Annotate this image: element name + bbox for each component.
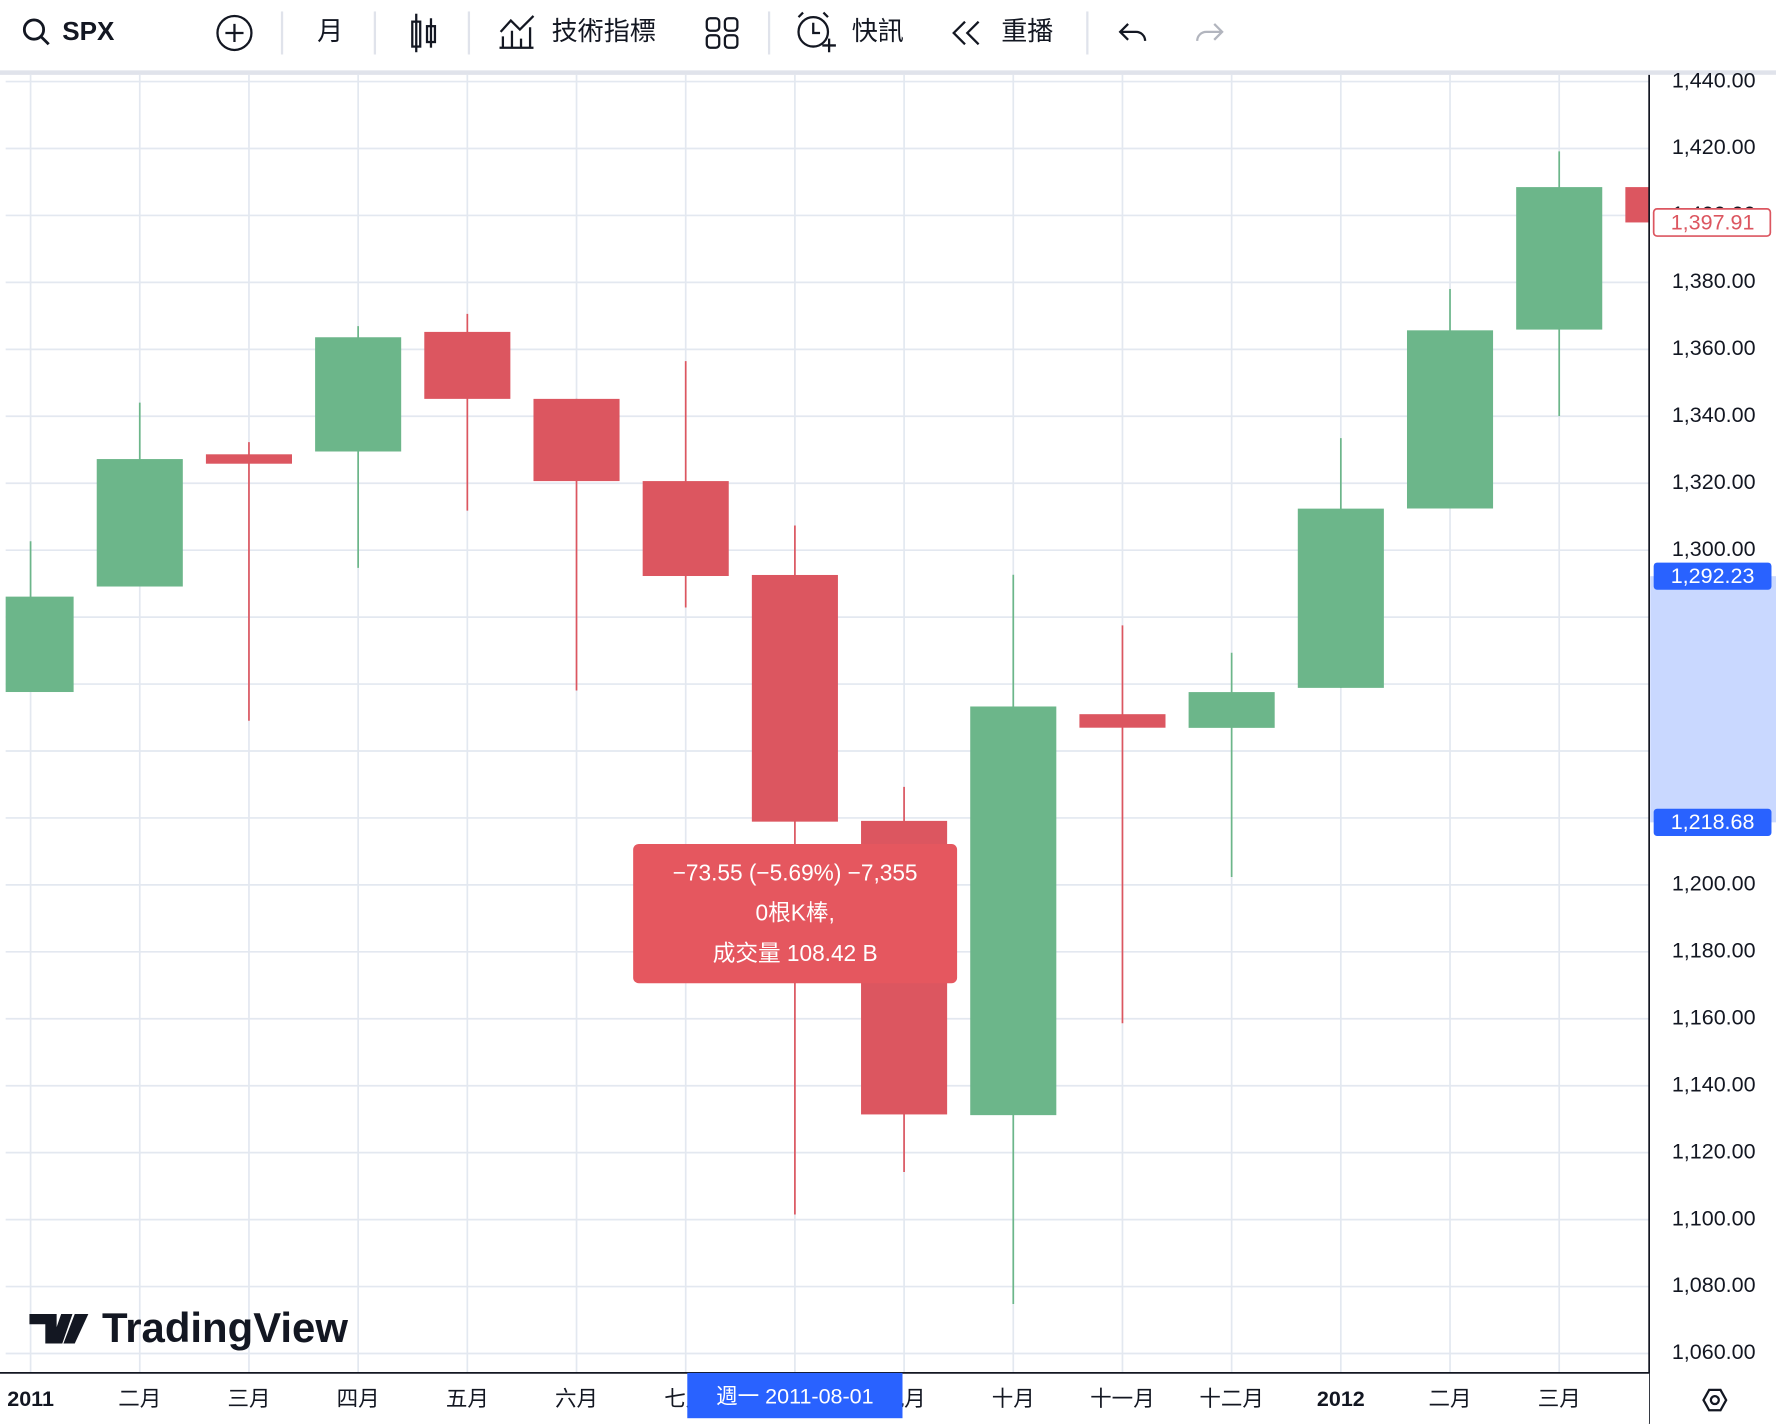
candle-body xyxy=(5,596,74,693)
x-tick-label: 三月 xyxy=(1538,1387,1581,1411)
x-tick-label: 十月 xyxy=(992,1387,1035,1411)
y-tick-label: 1,100.00 xyxy=(1672,1206,1756,1230)
watermark: TradingView xyxy=(29,1304,348,1351)
x-tick-label: 2012 xyxy=(1317,1387,1365,1411)
candle-body xyxy=(1297,508,1384,688)
add-symbol[interactable] xyxy=(216,14,253,52)
candle-body xyxy=(315,337,402,452)
y-tick-label: 1,380.00 xyxy=(1672,269,1756,293)
undo-button[interactable] xyxy=(1118,23,1147,42)
y-tick-label: 1,080.00 xyxy=(1672,1273,1756,1297)
candle-body xyxy=(1516,187,1603,330)
candle-body xyxy=(96,459,183,587)
range-label-bg xyxy=(1653,562,1772,590)
candle-body xyxy=(751,574,838,822)
last-price-bg xyxy=(1652,208,1772,237)
layouts-button[interactable] xyxy=(705,17,739,49)
replay-button[interactable]: 重播 xyxy=(952,16,1054,46)
y-tick-label: 1,320.00 xyxy=(1672,470,1756,494)
x-tick-label: 二月 xyxy=(118,1387,161,1411)
y-tick-label: 1,160.00 xyxy=(1672,1005,1756,1029)
x-tick-label: 三月 xyxy=(227,1387,270,1411)
settings-button[interactable] xyxy=(1702,1388,1728,1412)
x-tick-label: 十一月 xyxy=(1090,1387,1155,1411)
redo-button[interactable] xyxy=(1196,23,1224,42)
indicators-button[interactable]: 技術指標 xyxy=(499,15,656,49)
x-tick-label: 二月 xyxy=(1429,1387,1472,1411)
watermark-text: TradingView xyxy=(102,1304,348,1351)
candle-body xyxy=(1625,187,1650,223)
symbol[interactable]: SPX xyxy=(62,16,115,46)
y-tick-label: 1,060.00 xyxy=(1672,1340,1756,1364)
y-tick-label: 1,440.00 xyxy=(1672,68,1756,92)
x-tick-label: 四月 xyxy=(337,1387,380,1411)
x-tick-label: 十二月 xyxy=(1199,1387,1264,1411)
range-label-bg xyxy=(1653,808,1772,836)
y-tick-label: 1,420.00 xyxy=(1672,135,1756,159)
crosshair-date-bg xyxy=(687,1372,903,1419)
measure-tooltip-bg xyxy=(633,843,958,984)
alerts-button[interactable]: 快訊 xyxy=(797,11,904,53)
y-tick-label: 1,340.00 xyxy=(1672,403,1756,427)
last-price-label: 1,397.91 xyxy=(1671,210,1755,234)
y-tick-label: 1,140.00 xyxy=(1672,1072,1756,1096)
x-tick-label: 六月 xyxy=(555,1387,598,1411)
candle-body xyxy=(533,398,620,482)
alerts-label[interactable]: 快訊 xyxy=(852,16,904,46)
range-label: 1,218.68 xyxy=(1671,810,1755,834)
y-tick-label: 1,300.00 xyxy=(1672,537,1756,561)
toolbar-border xyxy=(0,70,1776,75)
candle-body xyxy=(642,481,729,577)
search-button[interactable]: SPX xyxy=(22,16,115,46)
range-highlight xyxy=(1650,576,1776,823)
candle-body xyxy=(205,454,292,464)
candle-body xyxy=(424,331,511,399)
measure-tooltip-line: 0根K棒, xyxy=(755,900,834,926)
x-tick-label: 2011 xyxy=(7,1387,54,1411)
candle-body xyxy=(1079,714,1166,728)
indicators-label[interactable]: 技術指標 xyxy=(552,16,656,46)
y-tick-label: 1,120.00 xyxy=(1672,1139,1756,1163)
x-tick-label: 五月 xyxy=(446,1387,489,1411)
candle-body xyxy=(970,706,1057,1116)
y-tick-label: 1,180.00 xyxy=(1672,939,1756,963)
interval[interactable]: 月 xyxy=(317,16,343,46)
toolbar xyxy=(0,0,1776,71)
candle-body xyxy=(1188,692,1275,728)
crosshair-date: 週一 2011-08-01 xyxy=(716,1385,873,1409)
measure-tooltip-line: −73.55 (−5.69%) −7,355 xyxy=(673,860,918,886)
range-label: 1,292.23 xyxy=(1671,564,1755,588)
y-tick-label: 1,200.00 xyxy=(1672,872,1756,896)
replay-label[interactable]: 重播 xyxy=(1001,16,1053,46)
y-tick-label: 1,360.00 xyxy=(1672,336,1756,360)
measure-tooltip-line: 成交量 108.42 B xyxy=(713,940,878,966)
chart-type[interactable] xyxy=(411,13,437,53)
candle-body xyxy=(1406,330,1494,509)
